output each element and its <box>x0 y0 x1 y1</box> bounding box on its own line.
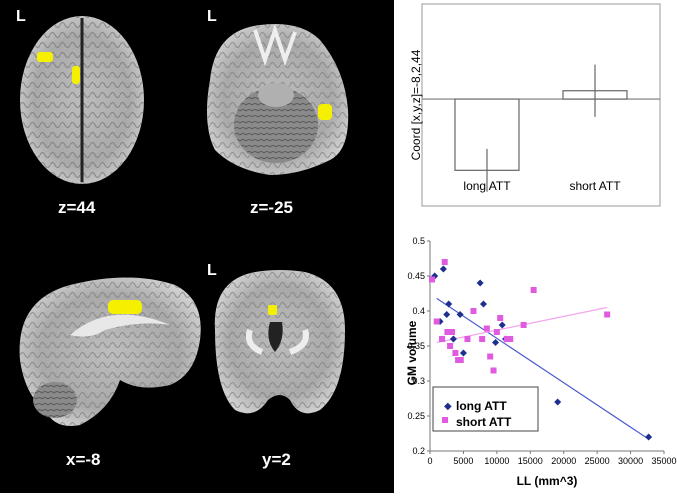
point-long-att <box>449 335 457 343</box>
y-tick-label: 0.2 <box>412 446 425 456</box>
coronal-slice-y2 <box>214 270 345 414</box>
axial-slice-z44 <box>20 16 144 184</box>
point-short-att <box>604 311 611 318</box>
point-long-att <box>456 311 464 318</box>
y-tick-label: 0.35 <box>407 341 425 351</box>
point-short-att <box>487 353 494 360</box>
slice-label-z-25: z=-25 <box>250 198 293 217</box>
point-long-att <box>459 349 467 357</box>
y-tick-label: 0.45 <box>407 271 425 281</box>
legend-marker-short <box>442 417 448 423</box>
orientation-label-1: L <box>16 8 26 25</box>
scatter-ylabel: GM volume <box>405 320 419 385</box>
point-long-att <box>498 321 506 329</box>
x-tick-label: 20000 <box>551 456 576 466</box>
slice-label-x-8: x=-8 <box>66 450 101 469</box>
point-long-att <box>479 300 487 308</box>
scatter-legend: ◆ long ATT short ATT <box>432 386 539 432</box>
y-tick-label: 0.4 <box>412 306 425 316</box>
point-short-att <box>464 336 471 342</box>
y-tick-label: 0.25 <box>407 411 425 421</box>
point-long-att <box>439 265 447 273</box>
bar-chart-ylabel: Coord [x,y,z]=-8,2,44 <box>409 49 423 160</box>
legend-label-short: short ATT <box>456 415 512 429</box>
slice-label-y2: y=2 <box>262 450 291 469</box>
point-short-att <box>479 336 486 342</box>
point-short-att <box>429 276 436 283</box>
point-short-att <box>507 336 514 342</box>
activation-blob <box>268 305 277 315</box>
x-tick-label: 0 <box>427 456 432 466</box>
x-tick-label: 15000 <box>518 456 543 466</box>
legend-label-long: long ATT <box>456 399 507 413</box>
point-long-att <box>431 272 439 280</box>
point-short-att <box>520 322 527 328</box>
scatter-chart: GM volume LL (mm^3) 0.2 0.25 0.3 0.35 0.4 0.4… <box>405 236 677 488</box>
brain-slices-svg <box>19 16 349 426</box>
point-short-att <box>483 325 490 332</box>
point-long-att <box>445 300 453 308</box>
scatter-xlabel: LL (mm^3) <box>517 474 578 488</box>
y-tick-label: 0.5 <box>412 236 425 246</box>
point-short-att <box>457 357 464 363</box>
point-short-att <box>503 336 510 342</box>
point-long-att <box>645 433 653 441</box>
x-tick-label: 5000 <box>453 456 473 466</box>
point-long-att <box>476 279 484 287</box>
slice-label-z44: z=44 <box>58 198 96 217</box>
point-long-att <box>554 398 562 406</box>
point-long-att <box>436 318 444 325</box>
point-long-att <box>492 339 500 346</box>
x-tick-label: 25000 <box>585 456 610 466</box>
point-short-att <box>497 315 504 321</box>
point-long-att <box>443 311 451 318</box>
point-short-att <box>449 329 456 335</box>
point-short-att <box>493 329 500 335</box>
point-short-att <box>452 350 459 356</box>
point-short-att <box>490 367 497 374</box>
orientation-label-3: L <box>207 262 217 279</box>
point-short-att <box>439 336 446 342</box>
bar-category-label: long ATT <box>463 179 511 193</box>
axial-slice-z-25 <box>206 23 349 175</box>
activation-blob <box>37 52 53 62</box>
legend-marker-long: ◆ <box>444 401 452 412</box>
x-tick-label: 30000 <box>618 456 643 466</box>
point-short-att <box>444 329 451 335</box>
sagittal-slice-x-8 <box>19 277 201 426</box>
activation-blob <box>318 104 332 120</box>
brain-slices-panel: L L L z=44 z=-25 x=-8 y=2 <box>0 0 394 493</box>
x-tick-label: 35000 <box>651 456 676 466</box>
bar-category-label: short ATT <box>569 179 621 193</box>
bar-chart: Coord [x,y,z]=-8,2,44 long ATT short ATT <box>409 3 661 207</box>
point-short-att <box>441 259 448 265</box>
point-short-att <box>470 308 477 314</box>
y-tick-label: 0.3 <box>412 376 425 386</box>
point-short-att <box>433 318 440 325</box>
activation-blob <box>108 300 142 314</box>
point-short-att <box>530 287 537 293</box>
activation-blob <box>72 66 80 84</box>
trendline-long-att <box>436 297 649 440</box>
point-short-att <box>447 343 454 349</box>
x-tick-label: 10000 <box>484 456 509 466</box>
orientation-label-2: L <box>207 8 217 25</box>
